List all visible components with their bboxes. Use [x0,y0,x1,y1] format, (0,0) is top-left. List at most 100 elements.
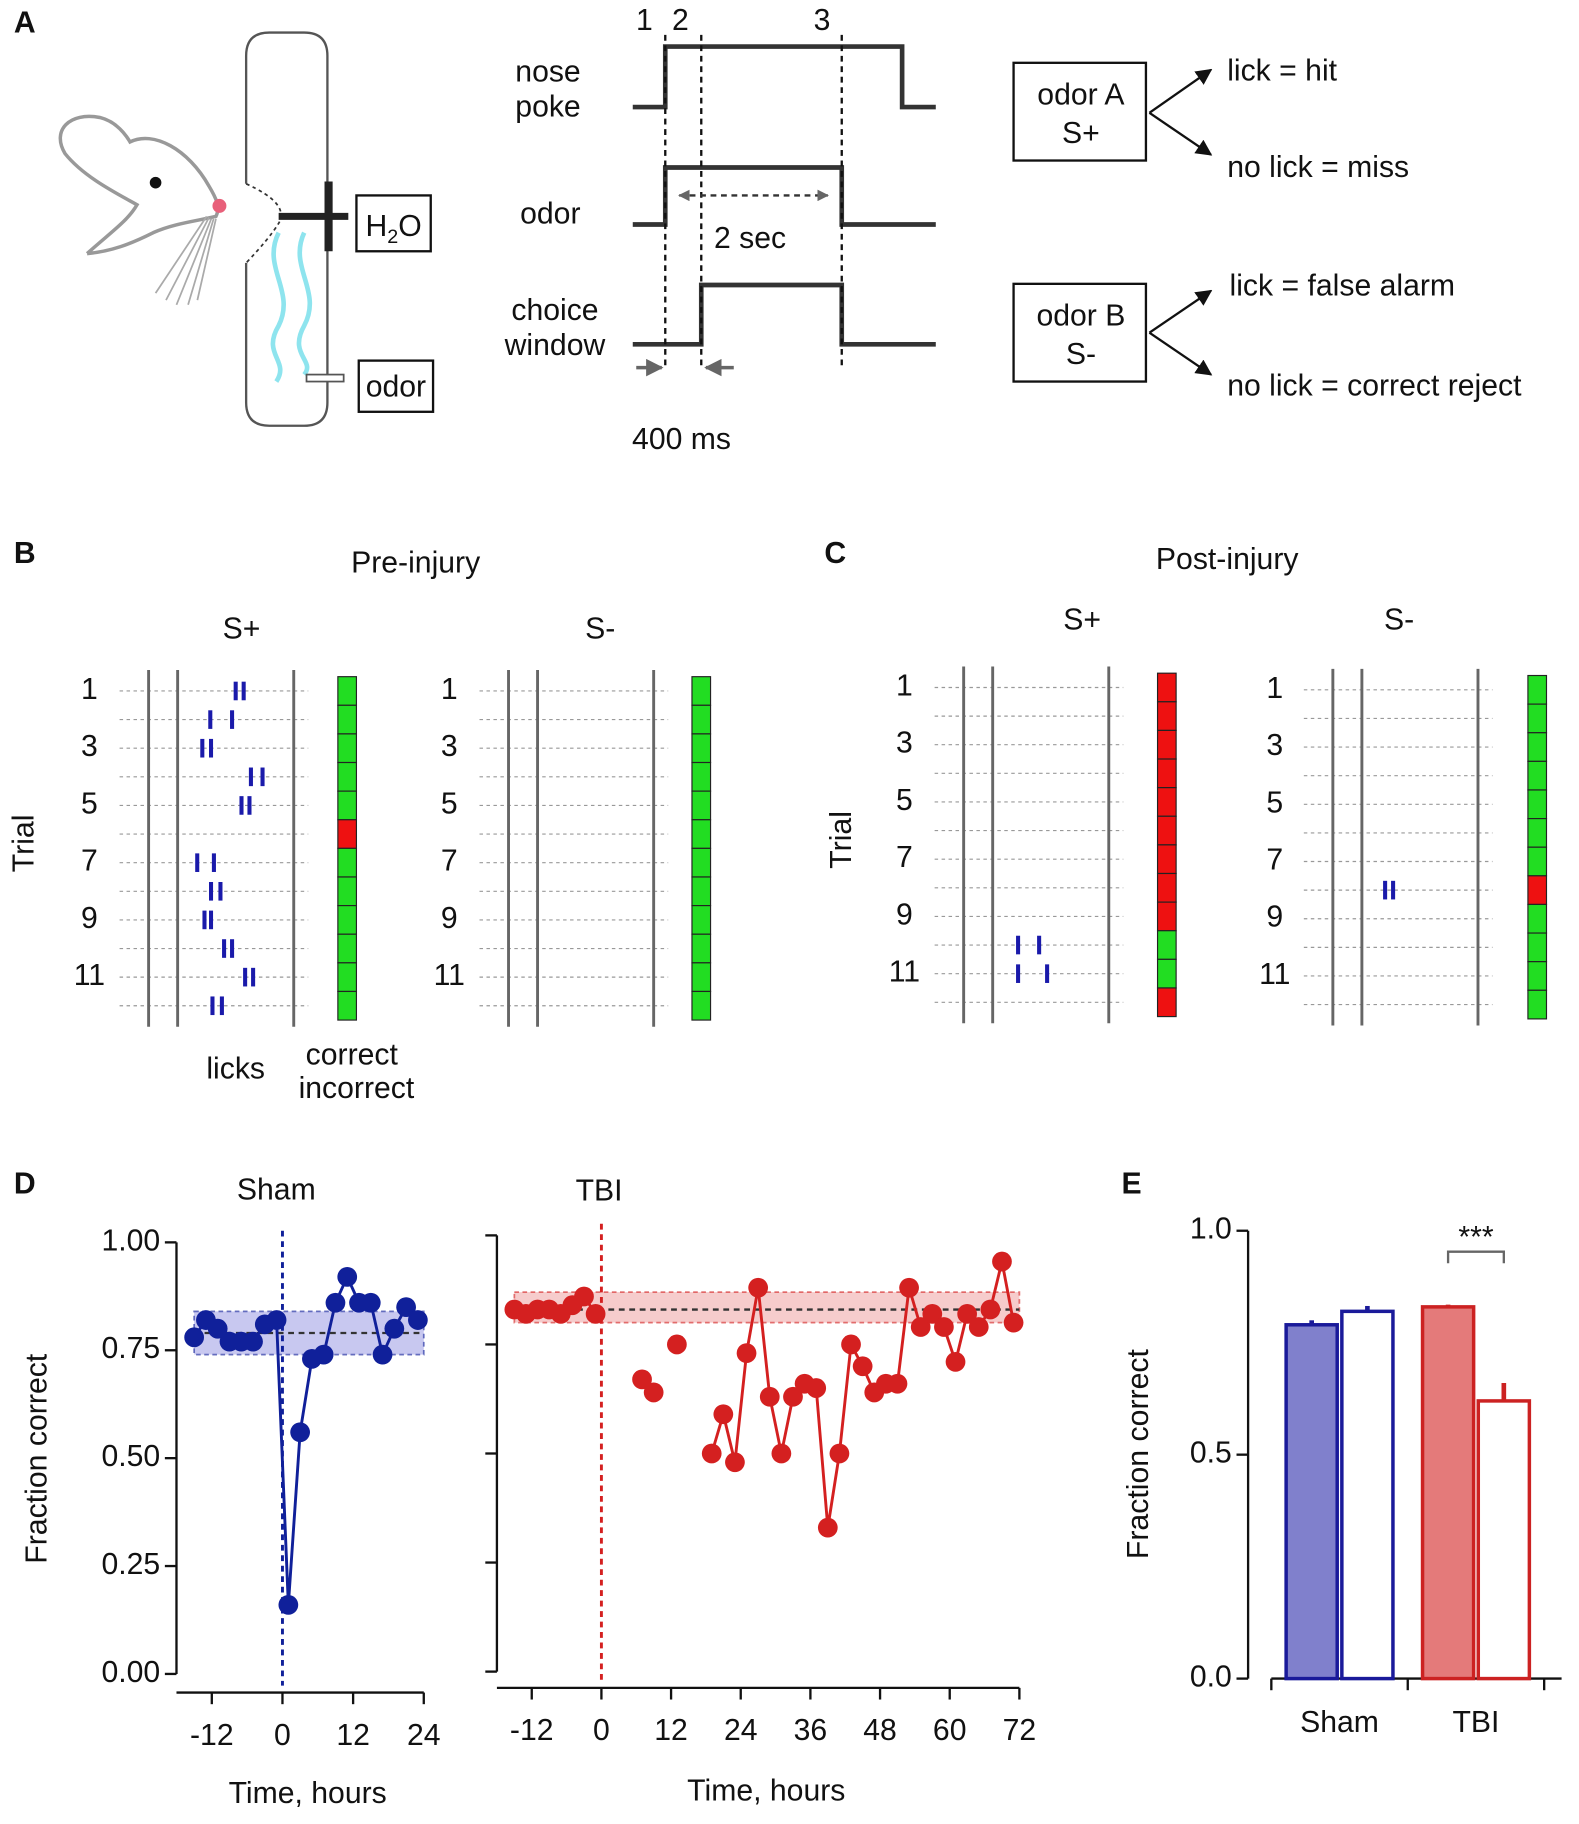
outcome-cell [337,676,358,706]
port-illustration [244,31,435,427]
data-point [945,1352,966,1372]
y-tick-label: 0.25 [101,1548,160,1581]
legend-correct: correct [306,1038,399,1071]
outcome-cell [337,933,358,964]
data-point [713,1404,734,1425]
x-tick-label: 48 [863,1714,897,1747]
outcome-cell [337,819,358,849]
outcome-cell [1156,844,1177,875]
data-point [725,1452,745,1473]
x-axis-label: Time, hours [229,1777,387,1810]
outcome-cell [1527,789,1548,820]
bar [1340,1309,1395,1681]
event-number: 1 [636,4,653,37]
data-point [829,1443,850,1464]
data-point [325,1292,346,1313]
y-tick-label: 0.50 [101,1440,160,1473]
water-label-part: H [365,210,387,243]
condition-title: Pre-injury [351,546,481,579]
outcome-cell [691,819,712,849]
y-axis-label: Fraction correct [20,1353,53,1564]
data-point [396,1297,416,1317]
outcome-cell [691,933,712,964]
outcome-label: lick = false alarm [1230,269,1456,302]
chart-title: TBI [576,1174,623,1207]
data-point [643,1382,664,1403]
outcome-cell [337,761,358,792]
delay-label: 400 ms [632,423,731,456]
y-axis-label: Trial [8,815,41,873]
outcome-cell [691,761,712,792]
timing-traces [632,34,936,377]
data-point [748,1277,769,1298]
x-tick-label: 60 [933,1714,967,1747]
outcome-cell [1527,875,1548,906]
block-title: S- [1384,603,1414,636]
outcome-cell [691,847,712,878]
outcome-cell [691,704,712,735]
data-point [759,1386,780,1407]
outcome-cell [1156,872,1177,903]
data-point [934,1317,954,1337]
trial-tick-label: 3 [1266,729,1283,762]
outcome-cell [337,962,358,993]
x-tick-label: 0 [274,1719,291,1752]
trial-tick-label: 9 [81,902,98,935]
data-point [266,1310,287,1330]
outcome-cell [1156,930,1177,960]
bar [1420,1305,1476,1681]
outcome-cell [691,905,712,935]
outcome-cell [1156,758,1177,789]
outcome-cell [1156,787,1177,817]
data-point [408,1310,428,1330]
x-tick-label: 12 [336,1719,370,1752]
outcome-cell [1527,989,1548,1020]
outcome-cell [1156,901,1177,932]
trial-tick-label: 3 [441,730,458,763]
trial-tick-label: 1 [81,673,98,706]
outcome-label: no lick = correct reject [1227,369,1522,402]
y-tick-label: 0.0 [1190,1661,1232,1694]
trial-tick-label: 11 [1259,958,1290,991]
data-point [372,1344,393,1365]
trace-label: odor [520,197,580,230]
outcome-cell [691,876,712,907]
trial-tick-label: 1 [1266,672,1283,705]
data-point [360,1292,381,1313]
legend-incorrect: incorrect [299,1072,415,1105]
outcome-cell [337,790,358,821]
data-point [980,1299,1001,1320]
outcome-cell [1527,674,1548,705]
outcome-cell [337,847,358,878]
x-tick-label: -12 [510,1714,554,1747]
outcome-cell [1156,729,1177,760]
data-point [887,1373,908,1394]
block-title: S+ [223,613,261,646]
panel-label: C [824,537,846,570]
outcome-cell [1527,732,1548,762]
outcome-cell [1156,987,1177,1018]
outcome-cell [1527,932,1548,963]
trace-label: nose [515,55,580,88]
data-point [290,1422,310,1443]
bar [1284,1323,1339,1681]
panel-label: B [14,537,36,570]
x-tick-label: 36 [794,1714,828,1747]
data-point [574,1286,594,1307]
trial-tick-label: 9 [1266,901,1283,934]
trace-label: poke [515,90,580,123]
odor-name: odor B [1036,300,1125,333]
outcome-cell [691,962,712,993]
condition-title: Post-injury [1156,543,1299,576]
x-tick-label: 24 [724,1714,758,1747]
data-point [667,1334,687,1355]
trial-tick-label: 3 [81,730,98,763]
data-point [384,1318,405,1339]
outcome-cell [1156,958,1177,989]
legend-licks: licks [206,1052,265,1085]
outcome-cell [1156,672,1177,703]
outcome-cell [1527,703,1548,734]
odor-port-label: odor [366,371,426,404]
y-tick-label: 0.00 [101,1656,160,1689]
